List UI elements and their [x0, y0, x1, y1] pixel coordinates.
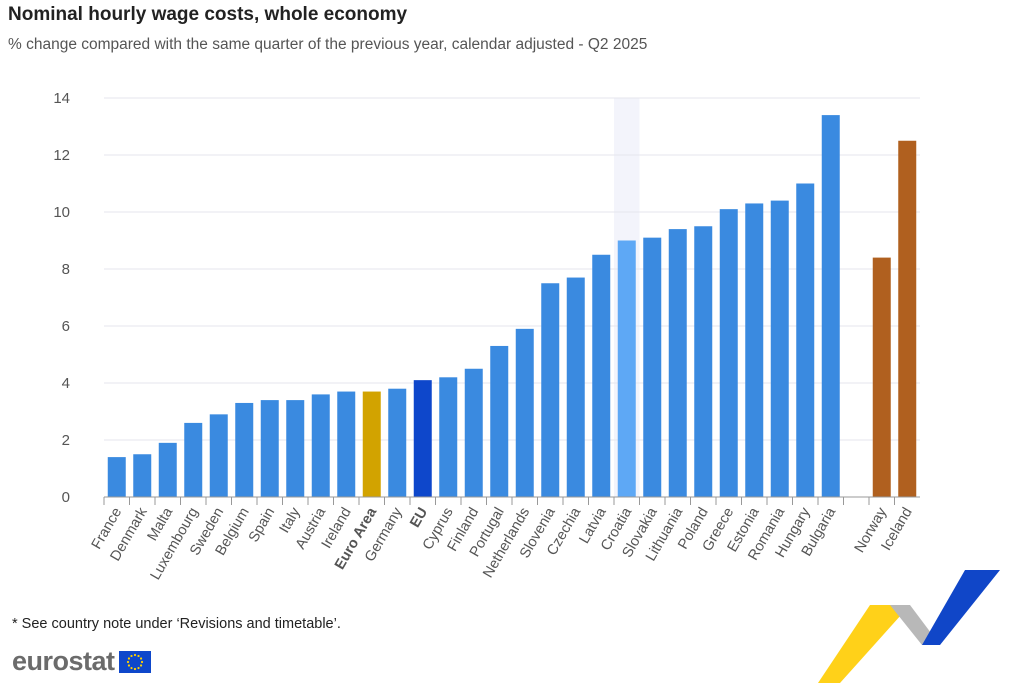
- bar-sweden[interactable]: [209, 414, 228, 497]
- bar-norway[interactable]: [872, 257, 891, 497]
- bar-ireland[interactable]: [337, 391, 356, 497]
- bar-greece[interactable]: [719, 209, 738, 497]
- bar-malta[interactable]: [158, 442, 177, 497]
- y-tick-label: 2: [62, 432, 70, 449]
- bar-eu[interactable]: [413, 380, 432, 497]
- eu-flag-icon: [118, 650, 151, 673]
- x-tick-label: Spain: [246, 505, 278, 545]
- footnote: * See country note under ‘Revisions and …: [12, 616, 341, 632]
- y-tick-label: 8: [62, 261, 70, 278]
- bar-spain[interactable]: [260, 400, 279, 497]
- bar-czechia[interactable]: [566, 277, 585, 497]
- decorative-ribbon: [818, 570, 1000, 683]
- y-tick-label: 12: [53, 147, 70, 164]
- bar-iceland[interactable]: [898, 140, 917, 497]
- bar-lithuania[interactable]: [668, 229, 687, 497]
- x-tick-label: EU: [407, 505, 431, 530]
- eurostat-logo: eurostat: [12, 646, 151, 677]
- bar-finland[interactable]: [464, 368, 483, 497]
- bar-chart: 02468101214FranceDenmarkMaltaLuxembourgS…: [53, 90, 920, 583]
- y-tick-label: 10: [53, 204, 70, 221]
- bar-germany[interactable]: [388, 388, 407, 497]
- y-tick-label: 14: [53, 90, 70, 107]
- bar-denmark[interactable]: [133, 454, 152, 497]
- bar-croatia[interactable]: [617, 240, 636, 498]
- chart-title: Nominal hourly wage costs, whole economy: [8, 4, 408, 25]
- bar-estonia[interactable]: [745, 203, 764, 497]
- bar-euro-area[interactable]: [362, 391, 381, 497]
- y-tick-label: 4: [62, 375, 70, 392]
- bar-italy[interactable]: [286, 400, 305, 497]
- bar-slovakia[interactable]: [643, 237, 662, 497]
- bar-luxembourg[interactable]: [184, 422, 203, 497]
- bar-latvia[interactable]: [592, 254, 611, 497]
- bar-hungary[interactable]: [796, 183, 815, 498]
- bar-slovenia[interactable]: [541, 283, 560, 497]
- bar-poland[interactable]: [694, 226, 713, 497]
- bar-portugal[interactable]: [490, 345, 509, 497]
- bar-austria[interactable]: [311, 394, 330, 497]
- bar-cyprus[interactable]: [439, 377, 458, 497]
- bar-bulgaria[interactable]: [821, 115, 840, 497]
- chart-subtitle: % change compared with the same quarter …: [8, 36, 648, 53]
- y-tick-label: 6: [62, 318, 70, 335]
- bar-romania[interactable]: [770, 200, 789, 497]
- bar-belgium[interactable]: [235, 402, 254, 497]
- bar-netherlands[interactable]: [515, 328, 534, 497]
- y-tick-label: 0: [62, 489, 70, 506]
- logo-text: eurostat: [12, 646, 115, 676]
- bar-france[interactable]: [107, 457, 126, 497]
